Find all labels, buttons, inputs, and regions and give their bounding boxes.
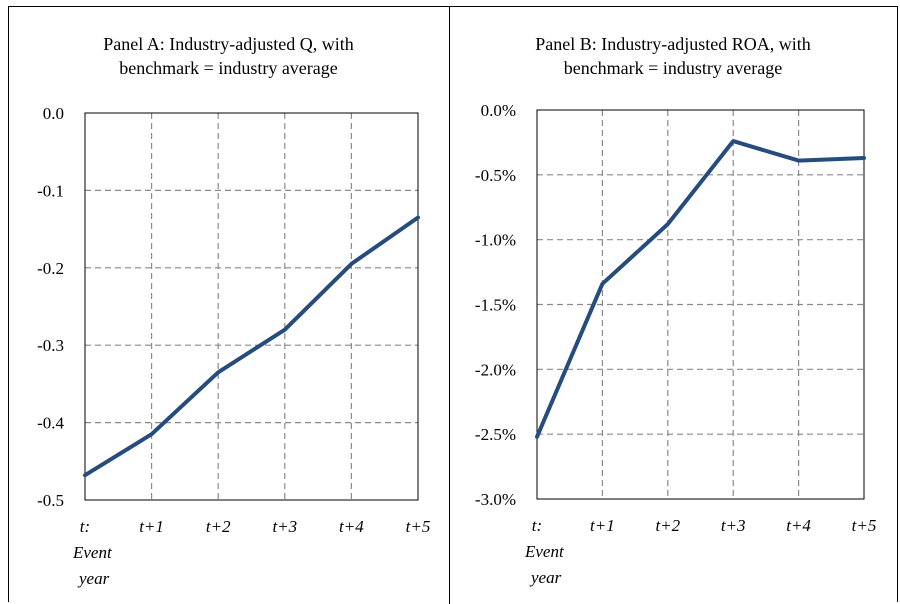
panel-b-title: Panel B: Industry-adjusted ROA, with ben… xyxy=(450,32,896,80)
panel-a-title-line2: benchmark = industry average xyxy=(119,58,338,78)
panel-b-xtick-label: t+3 xyxy=(721,516,746,535)
panel-b-plot-border xyxy=(536,109,865,500)
panel-b-ytick-label: -1.0% xyxy=(475,231,516,250)
panel-b-xtick-label: t+5 xyxy=(852,516,877,535)
panel-b-ytick-label: 0.0% xyxy=(481,101,516,120)
panel-b-plot: 0.0% -0.5% -1.0% -1.5% -2.0% -2.5% -3.0% t: t+1 t… xyxy=(475,101,876,587)
panel-b-series-line xyxy=(535,139,866,439)
panel-b-xtick-label: t+1 xyxy=(590,516,615,535)
panel-a-ytick-label: 0.0 xyxy=(43,104,64,123)
panel-b-ytick-label: -3.0% xyxy=(475,490,516,509)
panel-a-ytick-label: -0.3 xyxy=(37,336,64,355)
panel-a-xtick-label: t+1 xyxy=(139,517,164,536)
panel-b-ytick-label: -2.5% xyxy=(475,425,516,444)
panel-a-xtick-label: t+4 xyxy=(339,517,364,536)
panel-b-ytick-label: -0.5% xyxy=(475,166,516,185)
panel-b-ytick-label: -1.5% xyxy=(475,296,516,315)
panel-b-title-line2: benchmark = industry average xyxy=(563,58,783,78)
panel-a-xtick-sublabel: Event xyxy=(72,543,113,562)
panel-b-ytick-label: -2.0% xyxy=(475,360,516,379)
panel-a-ytick-label: -0.1 xyxy=(37,181,64,200)
panel-a-ytick-label: -0.5 xyxy=(37,491,64,510)
panel-a-xtick-label: t+2 xyxy=(206,517,231,536)
panel-a-plot: 0.0 -0.1 -0.2 -0.3 -0.4 -0.5 t: t+1 t+2 t+3 t+4 t+5… xyxy=(37,104,430,588)
panel-a-xtick-label: t: xyxy=(80,517,90,536)
panel-b-xtick-sublabel: year xyxy=(529,568,562,587)
panel-b-xtick-label: t+4 xyxy=(786,516,811,535)
panel-a-ytick-label: -0.4 xyxy=(37,414,64,433)
figure-frame xyxy=(8,6,898,602)
panel-b-xtick-sublabel: Event xyxy=(524,542,565,561)
panel-a-title: Panel A: Industry-adjusted Q, with bench… xyxy=(8,32,449,80)
panel-a-title-line1: Panel A: Industry-adjusted Q, with xyxy=(103,34,354,54)
panel-a-series-line xyxy=(83,215,420,478)
panel-b-xtick-label: t: xyxy=(532,516,542,535)
panel-a-ytick-label: -0.2 xyxy=(37,259,64,278)
panel-divider xyxy=(449,6,450,604)
panel-b-xtick-label: t+2 xyxy=(655,516,680,535)
panel-a-xtick-label: t+3 xyxy=(272,517,297,536)
panel-b-title-line1: Panel B: Industry-adjusted ROA, with xyxy=(535,34,811,54)
panel-a-xtick-label: t+5 xyxy=(406,517,431,536)
panel-a-plot-border xyxy=(84,112,419,501)
panel-a-xtick-sublabel: year xyxy=(77,569,110,588)
